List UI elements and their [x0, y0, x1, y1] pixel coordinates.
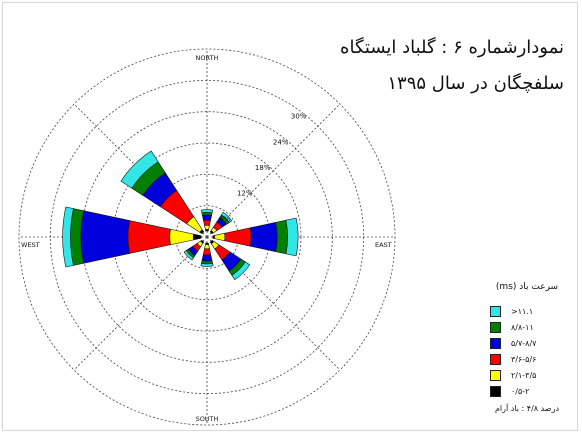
- petal-W-bin-1: [169, 228, 194, 246]
- petal-W-bin-0: [192, 233, 202, 241]
- chart-frame: [2, 2, 578, 431]
- calm-note: درصد ۴/۸ : باد آرام: [494, 404, 560, 413]
- ring-label-6: 6%: [219, 215, 230, 223]
- petal-E-bin-5: [285, 217, 299, 257]
- legend-swatch: [490, 337, 501, 349]
- grid-ring-36: [18, 48, 396, 426]
- legend-label: ۲/۱-۳/۵: [511, 370, 537, 380]
- legend-item: ۲/۱-۳/۵: [490, 369, 536, 381]
- chart-title-line-2: سلفچگان در سال ۱۳۹۵: [387, 73, 564, 94]
- direction-label-north: NORTH: [196, 54, 219, 62]
- ring-label-12: 12%: [237, 190, 253, 198]
- petal-SE-bin-5: [231, 261, 251, 281]
- petal-W-bin-5: [62, 206, 74, 268]
- grid-spoke-45: [206, 103, 341, 238]
- legend-item: ۸/۸-۱۱: [490, 321, 534, 333]
- legend-swatch: [490, 353, 501, 365]
- legend-swatch: [490, 385, 501, 397]
- ring-label-30: 30%: [291, 113, 307, 121]
- petal-N-bin-2: [203, 219, 211, 226]
- legend-label: ۵/۷-۸/۷: [511, 338, 537, 348]
- legend-item: >۱۱.۱: [490, 305, 533, 317]
- legend-title: سرعت باد (ms): [495, 282, 559, 292]
- legend-swatch: [490, 321, 501, 333]
- petal-S-bin-5: [200, 262, 214, 267]
- petal-N-bin-5: [200, 209, 214, 214]
- petal-E-bin-3: [249, 222, 278, 252]
- legend-label: ۳/۶-۵/۶: [511, 354, 537, 364]
- legend-item: ۰/۵-۲: [490, 385, 529, 397]
- legend-label: ۰/۵-۲: [511, 386, 530, 396]
- legend-swatch: [490, 369, 501, 381]
- chart-title: نمودارشماره ۶ : گلباد ایستگاه سلفچگان در…: [340, 30, 564, 102]
- petal-S-bin-3: [201, 254, 213, 262]
- petal-NE-bin-5: [220, 211, 233, 224]
- chart-title-line-1: نمودارشماره ۶ : گلباد ایستگاه: [340, 37, 564, 58]
- grid-spoke-225: [73, 236, 208, 371]
- legend-label: >۱۱.۱: [511, 306, 534, 316]
- petal-E-bin-1: [214, 232, 226, 242]
- ring-label-24: 24%: [273, 138, 289, 146]
- petal-W-bin-3: [80, 210, 130, 264]
- petal-S-bin-1: [204, 244, 210, 250]
- petal-W-bin-2: [127, 220, 171, 254]
- petal-E-bin-4: [275, 219, 288, 255]
- ring-label-18: 18%: [255, 164, 271, 172]
- legend-item: ۵/۷-۸/۷: [490, 337, 536, 349]
- legend-item: ۳/۶-۵/۶: [490, 353, 536, 365]
- legend: سرعت باد (ms) >۱۱.۱ ۸/۸-۱۱ ۵/۷-۸/۷ ۳/۶-۵/۶ ۲…: [482, 282, 572, 418]
- direction-label-west: WEST: [21, 241, 40, 249]
- legend-swatch: [490, 305, 501, 317]
- direction-label-south: SOUTH: [196, 415, 219, 423]
- petal-N-bin-3: [202, 214, 212, 221]
- legend-label: ۸/۸-۱۱: [511, 322, 534, 332]
- grid-spoke-135: [206, 236, 341, 371]
- petal-NW-bin-5: [120, 150, 159, 189]
- direction-label-east: EAST: [375, 241, 392, 249]
- petal-SW-bin-5: [183, 250, 194, 261]
- petal-S-bin-2: [202, 248, 212, 256]
- petal-E-bin-2: [224, 227, 252, 247]
- petal-N-bin-1: [204, 224, 210, 230]
